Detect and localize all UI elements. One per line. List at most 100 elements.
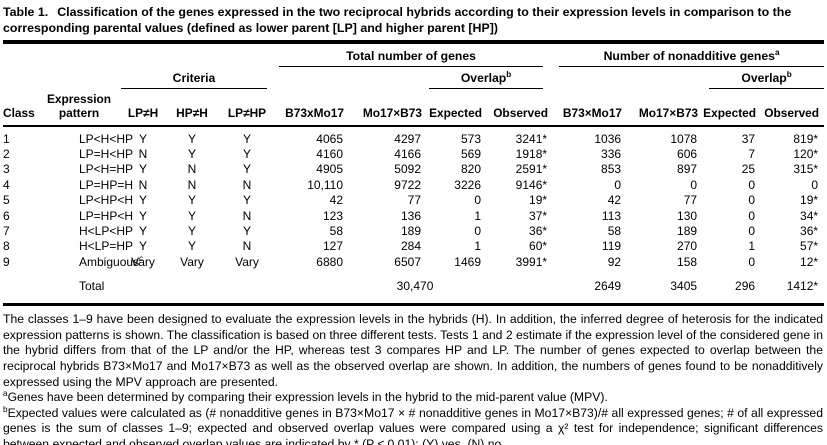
table-note-a: aGenes have been determined by comparing… xyxy=(3,389,608,405)
table-cell: N xyxy=(187,162,197,177)
column-header-b73xmo17-nonadditive: B73×Mo17 xyxy=(553,88,628,127)
table-cell: 4297 xyxy=(394,131,421,146)
column-header-class: Class xyxy=(3,88,39,127)
table-cell: 3226 xyxy=(454,177,481,192)
table-cell: 36* xyxy=(529,224,548,239)
table-cell: Y xyxy=(187,224,196,239)
table-cell: 42 xyxy=(329,193,343,208)
table-row: 7 H<LP<HP Y Y Y 58 189 0 36* 58 189 0 36* xyxy=(3,224,824,239)
table-cell: 77 xyxy=(407,193,421,208)
total-genes-value: 30,470 xyxy=(396,279,434,294)
table-cell: N xyxy=(242,177,252,192)
table-cell: 5092 xyxy=(394,162,421,177)
table-row: 1 LP<H<HP Y Y Y 4065 4297 573 3241* 1036 1078 37 819… xyxy=(3,126,824,147)
table-cell: Vary xyxy=(131,254,155,269)
spacer-cell xyxy=(553,67,703,89)
table-cell: 113 xyxy=(601,208,622,223)
table-cell: 1 xyxy=(748,239,756,254)
table-body: 1 LP<H<HP Y Y Y 4065 4297 573 3241* 1036 1078 37 819… xyxy=(3,126,824,271)
table-cell: 36* xyxy=(800,224,819,239)
column-header-hp-ne-h: HP≠H xyxy=(167,88,217,127)
table-cell: 92 xyxy=(607,254,622,269)
table-cell: 120* xyxy=(793,147,819,161)
table-cell: 0 xyxy=(748,193,756,208)
table-cell: 6 xyxy=(3,208,10,223)
table-cell: 3241* xyxy=(515,131,548,146)
table-cell: LP<HP<H xyxy=(79,193,134,208)
column-header-expression-pattern: Expression pattern xyxy=(39,88,119,127)
table-cell: Y xyxy=(138,162,147,177)
table-cell: 1036 xyxy=(594,131,622,146)
header-row-groups: Total number of genes Number of nonaddit… xyxy=(3,42,825,67)
table-cell: 4 xyxy=(3,177,10,192)
column-group-total-genes: Total number of genes xyxy=(277,42,553,67)
table-cell: N xyxy=(187,177,197,192)
table-cell: 123 xyxy=(322,208,343,223)
table-note-body: The classes 1–9 have been designed to ev… xyxy=(3,312,823,389)
spacer-cell xyxy=(119,270,277,305)
table-cell: 0 xyxy=(811,177,819,192)
table-cell: 12* xyxy=(800,254,819,269)
table-cell: N xyxy=(242,239,252,254)
table-cell: LP=HP<H xyxy=(79,208,134,223)
table-cell: 0 xyxy=(748,224,756,239)
footnote-marker: a xyxy=(3,389,8,399)
table-cell: LP<H=HP xyxy=(79,162,134,177)
total-nonadditive-value: 3405 xyxy=(670,279,698,294)
table-footnotes: The classes 1–9 have been designed to ev… xyxy=(3,306,824,445)
data-table: Total number of genes Number of nonaddit… xyxy=(3,39,825,307)
table-cell: 9146* xyxy=(515,177,548,192)
total-nonadditive-value: 296 xyxy=(735,279,756,294)
table-cell: 336 xyxy=(601,147,622,161)
table-cell: 58 xyxy=(607,224,622,239)
table-cell: 2591* xyxy=(515,162,548,177)
table-cell: Y xyxy=(187,208,196,223)
column-header-b73xmo17-total: B73xMo17 xyxy=(277,88,349,127)
table-cell: 4160 xyxy=(316,147,343,161)
table-cell: 0 xyxy=(614,177,622,192)
table-cell: 9722 xyxy=(394,177,421,192)
table-cell: Y xyxy=(138,193,147,208)
table-cell: 897 xyxy=(677,162,698,177)
table-cell: 4166 xyxy=(394,147,421,161)
table-cell: 1 xyxy=(474,239,481,254)
header-row-columns: Class Expression pattern LP≠H HP≠H LP≠HP… xyxy=(3,88,825,127)
table-note-b: bExpected values were calculated as (# n… xyxy=(3,404,823,445)
table-cell: 569 xyxy=(460,147,481,161)
table-cell: 57* xyxy=(800,239,819,254)
column-group-overlap-nonadditive: Overlapb xyxy=(703,67,825,89)
table-cell: Y xyxy=(187,193,196,208)
table-cell: 7 xyxy=(3,224,10,239)
table-cell: 189 xyxy=(400,224,421,239)
column-group-nonadditive-genes: Number of nonadditive genesa xyxy=(553,42,825,67)
column-header-observed-nonadditive: Observed xyxy=(761,88,825,127)
column-header-lp-ne-hp: LP≠HP xyxy=(217,88,277,127)
table-cell: 5 xyxy=(3,193,10,208)
table-cell: 2 xyxy=(3,147,10,161)
table-cell: Y xyxy=(138,131,147,146)
table-cell: N xyxy=(138,177,148,192)
table-cell: Y xyxy=(187,147,196,161)
footnote-marker: b xyxy=(506,69,512,79)
spacer-cell xyxy=(277,67,427,89)
table-cell: 58 xyxy=(329,224,343,239)
table-cell: 853 xyxy=(601,162,622,177)
table-cell: LP=HP=H xyxy=(79,177,134,192)
table-cell: 819* xyxy=(793,131,819,146)
footnote-marker: b xyxy=(3,404,8,414)
table-cell: 130 xyxy=(677,208,698,223)
table-cell: Ambiguousc xyxy=(79,253,144,269)
table-cell: 4065 xyxy=(316,131,343,146)
table-row: 6 LP=HP<H Y Y N 123 136 1 37* 113 130 0 34* xyxy=(3,209,824,224)
column-header-expected-total: Expected xyxy=(427,88,487,127)
table-cell: Y xyxy=(242,147,251,161)
table-cell: 270 xyxy=(677,239,698,254)
table-cell: 60* xyxy=(529,239,548,254)
table-cell: 0 xyxy=(748,177,756,192)
table-cell: 8 xyxy=(3,239,10,254)
table-title: Table 1. Classification of the genes expr… xyxy=(3,3,824,40)
table-cell: 315* xyxy=(793,162,819,177)
table-cell: 1078 xyxy=(670,131,698,146)
table-row: 3 LP<H=HP Y N Y 4905 5092 820 2591* 853 897 25 315* xyxy=(3,162,824,177)
